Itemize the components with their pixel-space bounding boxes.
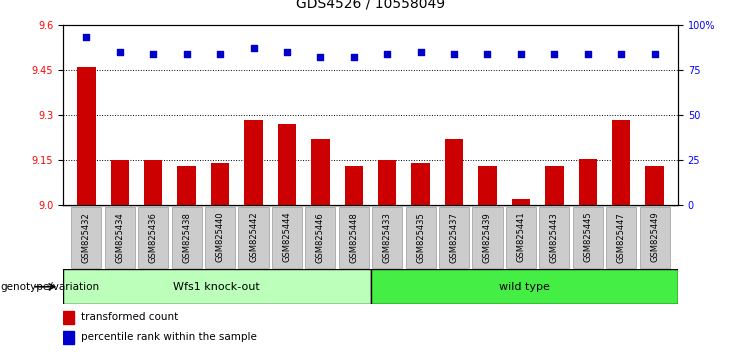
Text: GSM825438: GSM825438 [182,212,191,263]
Point [81,35,93,40]
FancyBboxPatch shape [606,207,637,268]
Bar [378,160,396,205]
Bar [345,166,363,205]
FancyBboxPatch shape [272,207,302,268]
Point [582,51,594,57]
Point [615,51,627,57]
FancyBboxPatch shape [506,207,536,268]
Bar [311,139,330,205]
Text: GDS4526 / 10558049: GDS4526 / 10558049 [296,0,445,11]
Text: GSM825442: GSM825442 [249,212,258,263]
Text: GSM825439: GSM825439 [483,212,492,263]
Point [181,51,193,57]
Bar [545,166,564,205]
FancyBboxPatch shape [239,207,268,268]
FancyBboxPatch shape [639,207,670,268]
Bar [645,166,664,205]
Text: GSM825434: GSM825434 [116,212,124,263]
FancyBboxPatch shape [71,207,102,268]
Text: GSM825435: GSM825435 [416,212,425,263]
FancyBboxPatch shape [339,207,369,268]
Bar [63,311,74,324]
FancyBboxPatch shape [172,207,202,268]
Point [247,45,259,51]
FancyBboxPatch shape [539,207,569,268]
FancyBboxPatch shape [573,207,603,268]
Bar [445,139,463,205]
Bar [211,163,229,205]
Point [147,51,159,57]
Bar [245,120,263,205]
Text: GSM825441: GSM825441 [516,212,525,263]
Point [448,51,460,57]
Point [415,49,427,55]
Text: GSM825449: GSM825449 [650,212,659,263]
Point [515,51,527,57]
Text: GSM825444: GSM825444 [282,212,291,263]
Text: percentile rank within the sample: percentile rank within the sample [82,332,257,342]
Text: wild type: wild type [499,282,550,292]
Bar [478,166,496,205]
Text: GSM825445: GSM825445 [583,212,592,263]
Point [482,51,494,57]
Bar [512,199,530,205]
Bar [579,159,597,205]
Text: GSM825432: GSM825432 [82,212,91,263]
Point [382,51,393,57]
Bar [63,331,74,343]
Bar [278,124,296,205]
Point [281,49,293,55]
Bar [370,269,678,304]
FancyBboxPatch shape [372,207,402,268]
Bar [110,160,129,205]
Text: GSM825437: GSM825437 [450,212,459,263]
FancyBboxPatch shape [205,207,235,268]
FancyBboxPatch shape [138,207,168,268]
Point [114,49,126,55]
Text: GSM825436: GSM825436 [149,212,158,263]
FancyBboxPatch shape [473,207,502,268]
FancyBboxPatch shape [405,207,436,268]
FancyBboxPatch shape [104,207,135,268]
Text: GSM825443: GSM825443 [550,212,559,263]
Text: GSM825440: GSM825440 [216,212,225,263]
FancyBboxPatch shape [305,207,336,268]
FancyBboxPatch shape [439,207,469,268]
Point [648,51,660,57]
Text: genotype/variation: genotype/variation [1,282,100,292]
Bar [63,269,370,304]
Text: GSM825447: GSM825447 [617,212,625,263]
Bar [177,166,196,205]
Text: GSM825433: GSM825433 [382,212,392,263]
Text: transformed count: transformed count [82,312,179,322]
Point [314,55,326,60]
Bar [411,163,430,205]
Bar [612,120,631,205]
Text: Wfs1 knock-out: Wfs1 knock-out [173,282,260,292]
Bar [77,67,96,205]
Text: GSM825446: GSM825446 [316,212,325,263]
Point [214,51,226,57]
Text: GSM825448: GSM825448 [349,212,359,263]
Point [548,51,560,57]
Point [348,55,359,60]
Bar [144,160,162,205]
